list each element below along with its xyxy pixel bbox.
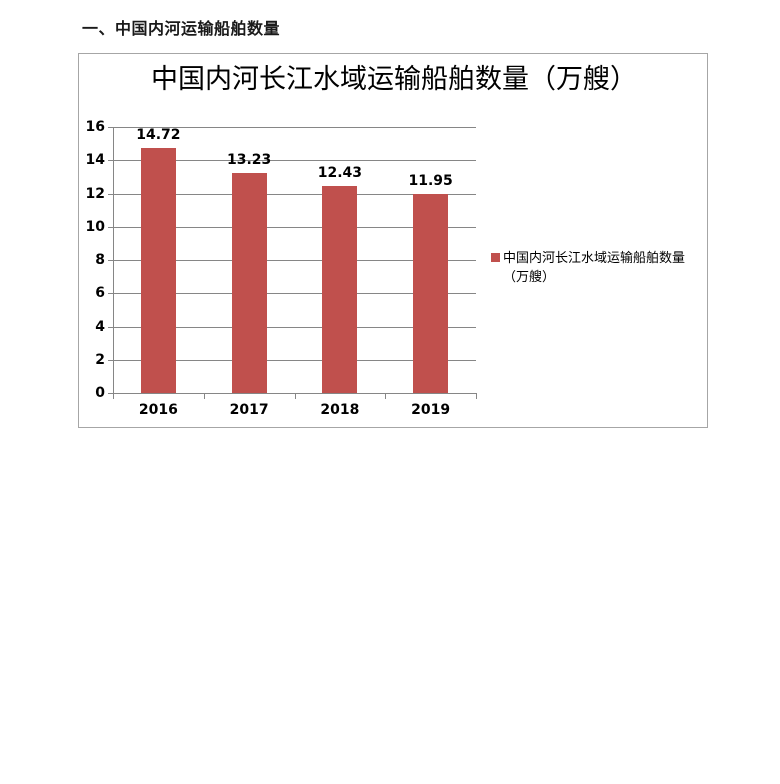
gridline [113,260,476,261]
y-axis-tick-label: 0 [95,385,105,401]
y-axis-tick-mark [108,393,113,394]
gridline [113,127,476,128]
bar-2016[interactable] [140,148,176,393]
y-axis-tick-mark [108,193,113,195]
x-axis-tick-mark [385,393,387,399]
x-axis-tick-label-2016: 2016 [138,402,178,418]
gridline [113,160,476,162]
bar-value-label: 12.43 [317,165,363,182]
gridline [113,359,476,361]
page-heading: 一、中国内河运输船舶数量 [82,19,281,38]
plot-area: 0 2 4 6 8 10 12 14 16 14.72 13.23 12.43 11.95 [86,119,476,401]
gridline [113,293,476,295]
y-axis-tick-label: 4 [95,318,105,335]
chart-container[interactable]: 中国内河长江水域运输船舶数量（万艘） 0 2 4 6 8 10 12 14 16 14.72 13… [78,53,708,428]
x-axis-tick-label-2018: 2018 [320,402,360,418]
bar-value-label: 14.72 [136,127,181,144]
y-axis-tick-label: 2 [95,351,105,368]
y-axis-tick-label: 8 [95,252,105,268]
bar-2017[interactable] [231,173,267,393]
y-axis-tick-mark [108,359,113,361]
legend-marker-icon [491,253,500,262]
gridline [113,193,476,195]
x-axis-tick-mark [203,393,205,399]
x-axis-tick-label-2019: 2019 [411,402,451,418]
y-axis-tick-mark [108,226,113,228]
y-axis-tick-label: 16 [85,119,105,135]
x-axis-tick-mark [113,393,114,399]
y-axis-tick-mark [108,160,113,162]
y-axis-tick-label: 6 [95,285,105,302]
y-axis-tick-label: 14 [85,152,105,169]
y-axis-tick-label: 10 [85,218,105,235]
x-axis-tick-mark [476,393,477,399]
y-axis-tick-mark [108,127,113,128]
gridline [113,226,476,228]
gridline [113,326,476,328]
y-axis-tick-mark [108,293,113,295]
x-axis-tick-label-2017: 2017 [229,402,269,418]
legend-label: 中国内河长江水域运输船舶数量（万艘） [503,251,686,285]
y-axis-tick-mark [108,260,113,261]
y-axis-tick-mark [108,326,113,328]
bar-2019[interactable] [413,194,449,393]
x-axis-tick-mark [294,393,296,399]
chart-title: 中国内河长江水域运输船舶数量（万艘） [151,64,637,95]
bar-2018[interactable] [322,186,358,393]
bar-value-label: 13.23 [226,152,272,169]
y-axis-tick-label: 12 [85,185,105,202]
bar-value-label: 11.95 [408,173,453,190]
chart-legend[interactable]: 中国内河长江水域运输船舶数量（万艘） [491,249,699,287]
